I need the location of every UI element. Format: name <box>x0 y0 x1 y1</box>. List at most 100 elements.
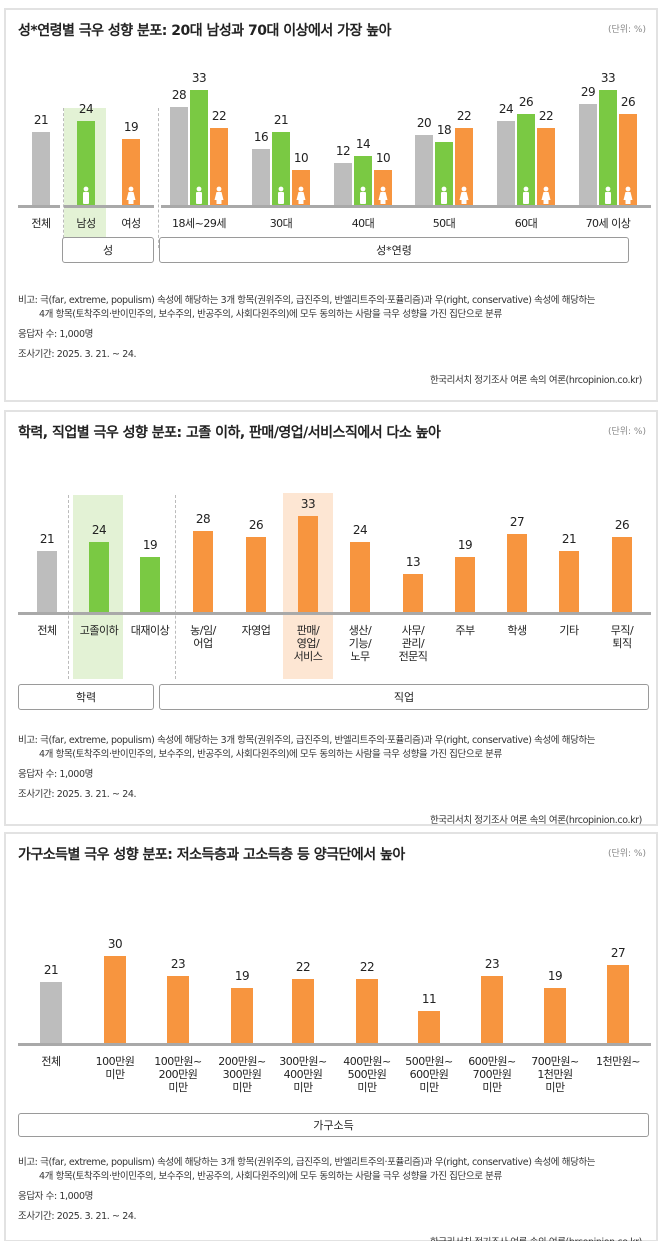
value-label: 22 <box>295 960 311 975</box>
value-label: 12 <box>335 144 351 158</box>
group-label-sex: 성 <box>62 237 154 263</box>
male-person-icon <box>441 186 447 204</box>
baseline <box>18 205 60 208</box>
bar-female <box>455 556 475 612</box>
bar-female <box>350 542 370 612</box>
bar-total <box>415 135 433 205</box>
bar-female <box>167 976 189 1043</box>
female-person-icon <box>214 186 224 204</box>
category-label: 700만원~ 1천만원 미만 <box>531 1055 579 1094</box>
note-line-2: 4개 항목(토착주의·반이민주의, 보수주의, 반공주의, 사회다윈주의)에 모… <box>39 749 502 760</box>
value-label: 23 <box>170 957 186 972</box>
bar-total <box>252 149 270 205</box>
value-label: 26 <box>518 95 534 109</box>
bar-male <box>190 89 208 205</box>
note-line-1: 비고: 극(far, extreme, populism) 속성에 해당하는 3… <box>18 295 596 306</box>
category-label: 전체 <box>37 624 57 637</box>
bar-female <box>559 551 579 612</box>
group-label-sex-age: 성*연령 <box>159 237 629 263</box>
value-label: 14 <box>355 137 371 151</box>
male-person-icon <box>278 186 284 204</box>
bar-total <box>497 121 515 205</box>
bar-female <box>231 987 253 1043</box>
baseline <box>64 205 154 208</box>
bar-female <box>607 964 629 1043</box>
separator <box>63 108 64 248</box>
baseline <box>161 205 651 208</box>
separator <box>175 495 176 679</box>
bar-female <box>122 138 140 205</box>
value-label: 22 <box>211 109 227 123</box>
category-label: 전체 <box>41 1055 61 1068</box>
bar-female <box>481 976 503 1043</box>
value-label: 10 <box>375 151 391 165</box>
value-label: 24 <box>78 102 94 116</box>
value-label: 16 <box>253 130 269 144</box>
value-label: 19 <box>142 537 158 552</box>
category-label: 자영업 <box>241 624 271 637</box>
value-label: 26 <box>614 517 630 532</box>
value-label: 33 <box>300 497 316 512</box>
value-label: 30 <box>107 937 123 951</box>
category-label: 농/임/ 어업 <box>190 624 216 650</box>
female-person-icon <box>296 186 306 204</box>
value-label: 33 <box>191 70 207 85</box>
category-label: 주부 <box>455 624 475 637</box>
female-person-icon <box>378 186 388 204</box>
bar-total <box>579 103 597 205</box>
survey-period-note: 조사기간: 2025. 3. 21. ~ 24. <box>18 789 137 800</box>
male-person-icon <box>83 186 89 204</box>
category-label: 사무/ 관리/ 전문직 <box>398 624 428 663</box>
unit-label: (단위: %) <box>607 849 646 859</box>
bar-female <box>403 574 423 612</box>
bar-female <box>298 516 318 612</box>
bar-total <box>37 551 57 612</box>
category-label: 고졸이하 <box>79 624 119 637</box>
note-line-1: 비고: 극(far, extreme, populism) 속성에 해당하는 3… <box>18 1157 596 1168</box>
female-person-icon <box>623 186 633 204</box>
value-label: 29 <box>580 84 596 99</box>
separator <box>68 495 69 679</box>
value-label: 19 <box>457 537 473 552</box>
category-label: 300만원~ 400만원 미만 <box>279 1055 327 1094</box>
bar-male <box>517 114 535 205</box>
separator <box>158 108 159 248</box>
value-label: 18 <box>436 123 452 137</box>
source-note: 한국리서치 정기조사 여론 속의 여론(hrcopinion.co.kr) <box>429 815 642 826</box>
bar-female <box>292 979 314 1043</box>
value-label: 11 <box>421 992 437 1007</box>
category-label: 30대 <box>269 217 293 230</box>
bar-female <box>104 956 126 1043</box>
bar-male <box>140 556 160 612</box>
male-person-icon <box>523 186 529 204</box>
source-note: 한국리서치 정기조사 여론 속의 여론(hrcopinion.co.kr) <box>429 375 642 386</box>
bar-female <box>507 533 527 612</box>
male-person-icon <box>196 186 202 204</box>
panel-income: 가구소득별 극우 성향 분포: 저소득층과 고소득층 등 양극단에서 높아 (단위… <box>4 832 658 1241</box>
value-label: 21 <box>273 112 289 127</box>
group-label-job: 직업 <box>159 684 649 710</box>
value-label: 22 <box>538 109 554 123</box>
category-label: 학생 <box>507 624 527 637</box>
category-label: 생산/ 기능/ 노무 <box>348 624 372 663</box>
bar-total <box>32 131 50 205</box>
bar-male <box>89 542 109 612</box>
bar-female <box>246 536 266 612</box>
value-label: 23 <box>484 957 500 972</box>
chart-title: 가구소득별 극우 성향 분포: 저소득층과 고소득층 등 양극단에서 높아 <box>18 847 405 863</box>
bar-total <box>170 107 188 205</box>
category-label: 70세 이상 <box>585 217 631 230</box>
value-label: 21 <box>39 532 55 547</box>
bar-female <box>210 128 228 205</box>
chart-title: 성*연령별 극우 성향 분포: 20대 남성과 70대 이상에서 가장 높아 <box>18 23 392 39</box>
panel-education-job: 학력, 직업별 극우 성향 분포: 고졸 이하, 판매/영업/서비스직에서 다소… <box>4 410 658 826</box>
value-label: 26 <box>248 517 264 532</box>
respondents-note: 응답자 수: 1,000명 <box>18 329 93 340</box>
value-label: 26 <box>620 95 636 109</box>
unit-label: (단위: %) <box>607 25 646 35</box>
category-label: 100만원~ 200만원 미만 <box>154 1055 202 1094</box>
category-label: 기타 <box>559 624 579 637</box>
bar-total <box>334 163 352 205</box>
baseline <box>18 612 651 615</box>
